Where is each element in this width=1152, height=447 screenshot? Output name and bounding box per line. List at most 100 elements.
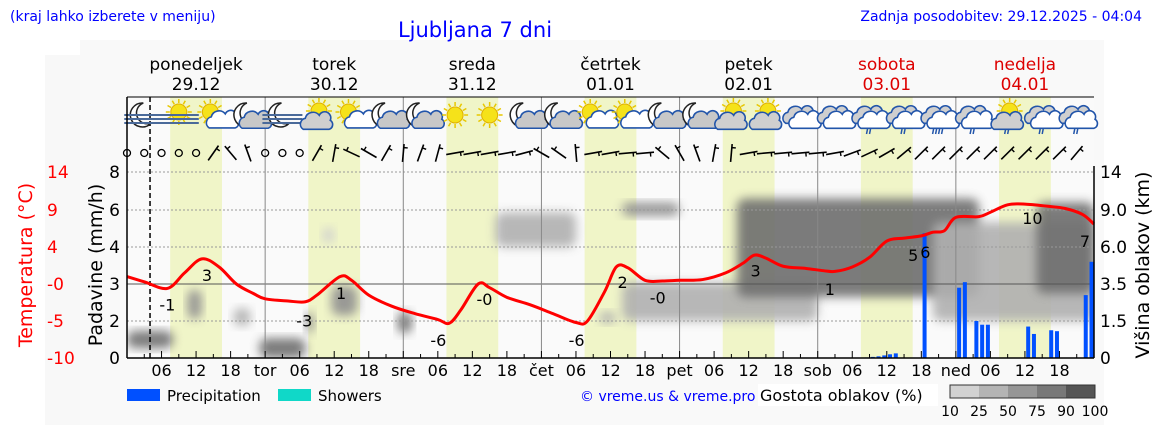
precip-bar <box>986 325 990 358</box>
wind-barb <box>616 152 617 156</box>
day-date: 03.01 <box>862 75 911 95</box>
wind-barb <box>715 148 719 149</box>
temperature-label: 2 <box>617 273 627 292</box>
daylight-band <box>308 97 360 358</box>
cloud-density-level: 10 <box>941 404 959 420</box>
precip-bar <box>1049 330 1053 358</box>
cloud-region <box>233 308 250 326</box>
wind-barb <box>599 152 600 156</box>
day-date: 01.01 <box>586 75 635 95</box>
precip-tick-label: 3 <box>109 275 120 295</box>
credit-link[interactable]: © vreme.us & vreme.pro <box>580 389 755 405</box>
day-name: sobota <box>858 55 916 75</box>
temperature-label: 10 <box>1022 209 1042 228</box>
temperature-label: -0 <box>476 290 492 309</box>
cloud-height-tick-label: 0 <box>1100 349 1111 369</box>
sun-disc <box>171 104 187 120</box>
cloud-legend-title: Gostota oblakov (%) <box>760 386 923 405</box>
wind-barb <box>460 152 461 156</box>
x-tick-label: 18 <box>911 361 931 380</box>
temperature-label: 5 <box>908 246 918 265</box>
x-tick-label: 18 <box>220 361 240 380</box>
temperature-label: -3 <box>296 311 312 330</box>
cloud-region <box>187 290 201 320</box>
x-tick-label: 12 <box>877 361 897 380</box>
x-tick-label: 12 <box>324 361 344 380</box>
x-tick-label: 18 <box>359 361 379 380</box>
cloud-density-level: 50 <box>999 404 1017 420</box>
rain-drop <box>1008 129 1009 134</box>
precip-bar <box>1026 327 1030 358</box>
x-tick-label: 06 <box>704 361 724 380</box>
precip-tick-label: 4 <box>109 238 120 258</box>
sun-disc <box>447 107 463 123</box>
precip-tick-label: 6 <box>109 201 120 221</box>
x-tick-label: tor <box>254 361 277 380</box>
cloud-density-level: 100 <box>1082 404 1109 420</box>
precip-bar <box>963 282 967 358</box>
day-date: 31.12 <box>448 75 497 95</box>
legend-precip-label: Precipitation <box>167 387 261 405</box>
x-tick-label: 12 <box>186 361 206 380</box>
x-tick-label: ned <box>941 361 971 380</box>
x-tick-label: 06 <box>566 361 586 380</box>
temp-axis-title: Temperatura (°C) <box>15 183 37 348</box>
temperature-label: 6 <box>920 243 930 262</box>
cloud-density-swatch <box>1037 385 1066 398</box>
precip-bar <box>974 321 978 358</box>
precip-bar <box>980 325 984 358</box>
menu-hint[interactable]: (kraj lahko izberete v meniju) <box>10 9 216 25</box>
cloud-region <box>622 202 680 216</box>
temperature-label: 1 <box>336 284 346 303</box>
cloud-density-swatch <box>979 385 1008 398</box>
rain-drop <box>1074 129 1075 134</box>
temperature-label: -6 <box>430 331 446 350</box>
x-tick-label: 18 <box>1049 361 1069 380</box>
day-date: 02.01 <box>724 75 773 95</box>
precip-tick-label: 8 <box>109 163 120 183</box>
rain-drop <box>1039 129 1040 134</box>
wind-barb <box>478 152 479 156</box>
cloud-density-swatch <box>1008 385 1037 398</box>
rain-drop <box>973 129 974 134</box>
x-tick-label: 12 <box>600 361 620 380</box>
cloud-height-tick-label: 1.5 <box>1100 312 1127 332</box>
day-name: nedelja <box>994 55 1056 75</box>
precip-tick-label: 2 <box>109 312 120 332</box>
temperature-label: 3 <box>202 266 212 285</box>
cloud-density-swatch <box>1066 385 1095 398</box>
temp-tick-label: -0 <box>47 275 64 295</box>
last-update: Zadnja posodobitev: 29.12.2025 - 04:04 <box>860 9 1142 25</box>
wind-barb <box>512 152 513 156</box>
day-name: četrtek <box>580 55 641 75</box>
x-tick-label: 12 <box>462 361 482 380</box>
rain-drop <box>970 129 971 134</box>
rain-drop <box>1042 129 1043 134</box>
day-date: 30.12 <box>310 75 359 95</box>
day-date: 29.12 <box>172 75 221 95</box>
cloud-height-tick-label: 9.0 <box>1100 201 1127 221</box>
cloud-density-swatch <box>950 385 979 398</box>
legend-precip-swatch <box>127 389 160 401</box>
cloud-density-level: 90 <box>1057 404 1075 420</box>
rain-drop <box>870 129 871 134</box>
rain-drop <box>1077 129 1078 134</box>
cloud-region <box>599 312 616 324</box>
x-tick-label: 06 <box>980 361 1000 380</box>
rain-drop <box>901 129 902 134</box>
temp-tick-label: 4 <box>47 238 58 258</box>
precip-bar <box>1055 331 1059 358</box>
x-tick-label: 12 <box>1015 361 1035 380</box>
wind-barb <box>495 152 496 156</box>
cloud-height-axis-title: Višina oblakov (km) <box>1132 172 1152 359</box>
rain-drop <box>904 129 905 134</box>
precip-bar <box>1090 262 1094 358</box>
cloud-height-tick-label: 14 <box>1100 163 1122 183</box>
temp-tick-label: -10 <box>47 349 75 369</box>
temp-tick-label: 9 <box>47 201 58 221</box>
precip-axis-title: Padavine (mm/h) <box>85 184 107 347</box>
x-tick-label: 06 <box>428 361 448 380</box>
x-tick-label: pet <box>666 361 692 380</box>
precip-bar <box>957 288 961 358</box>
